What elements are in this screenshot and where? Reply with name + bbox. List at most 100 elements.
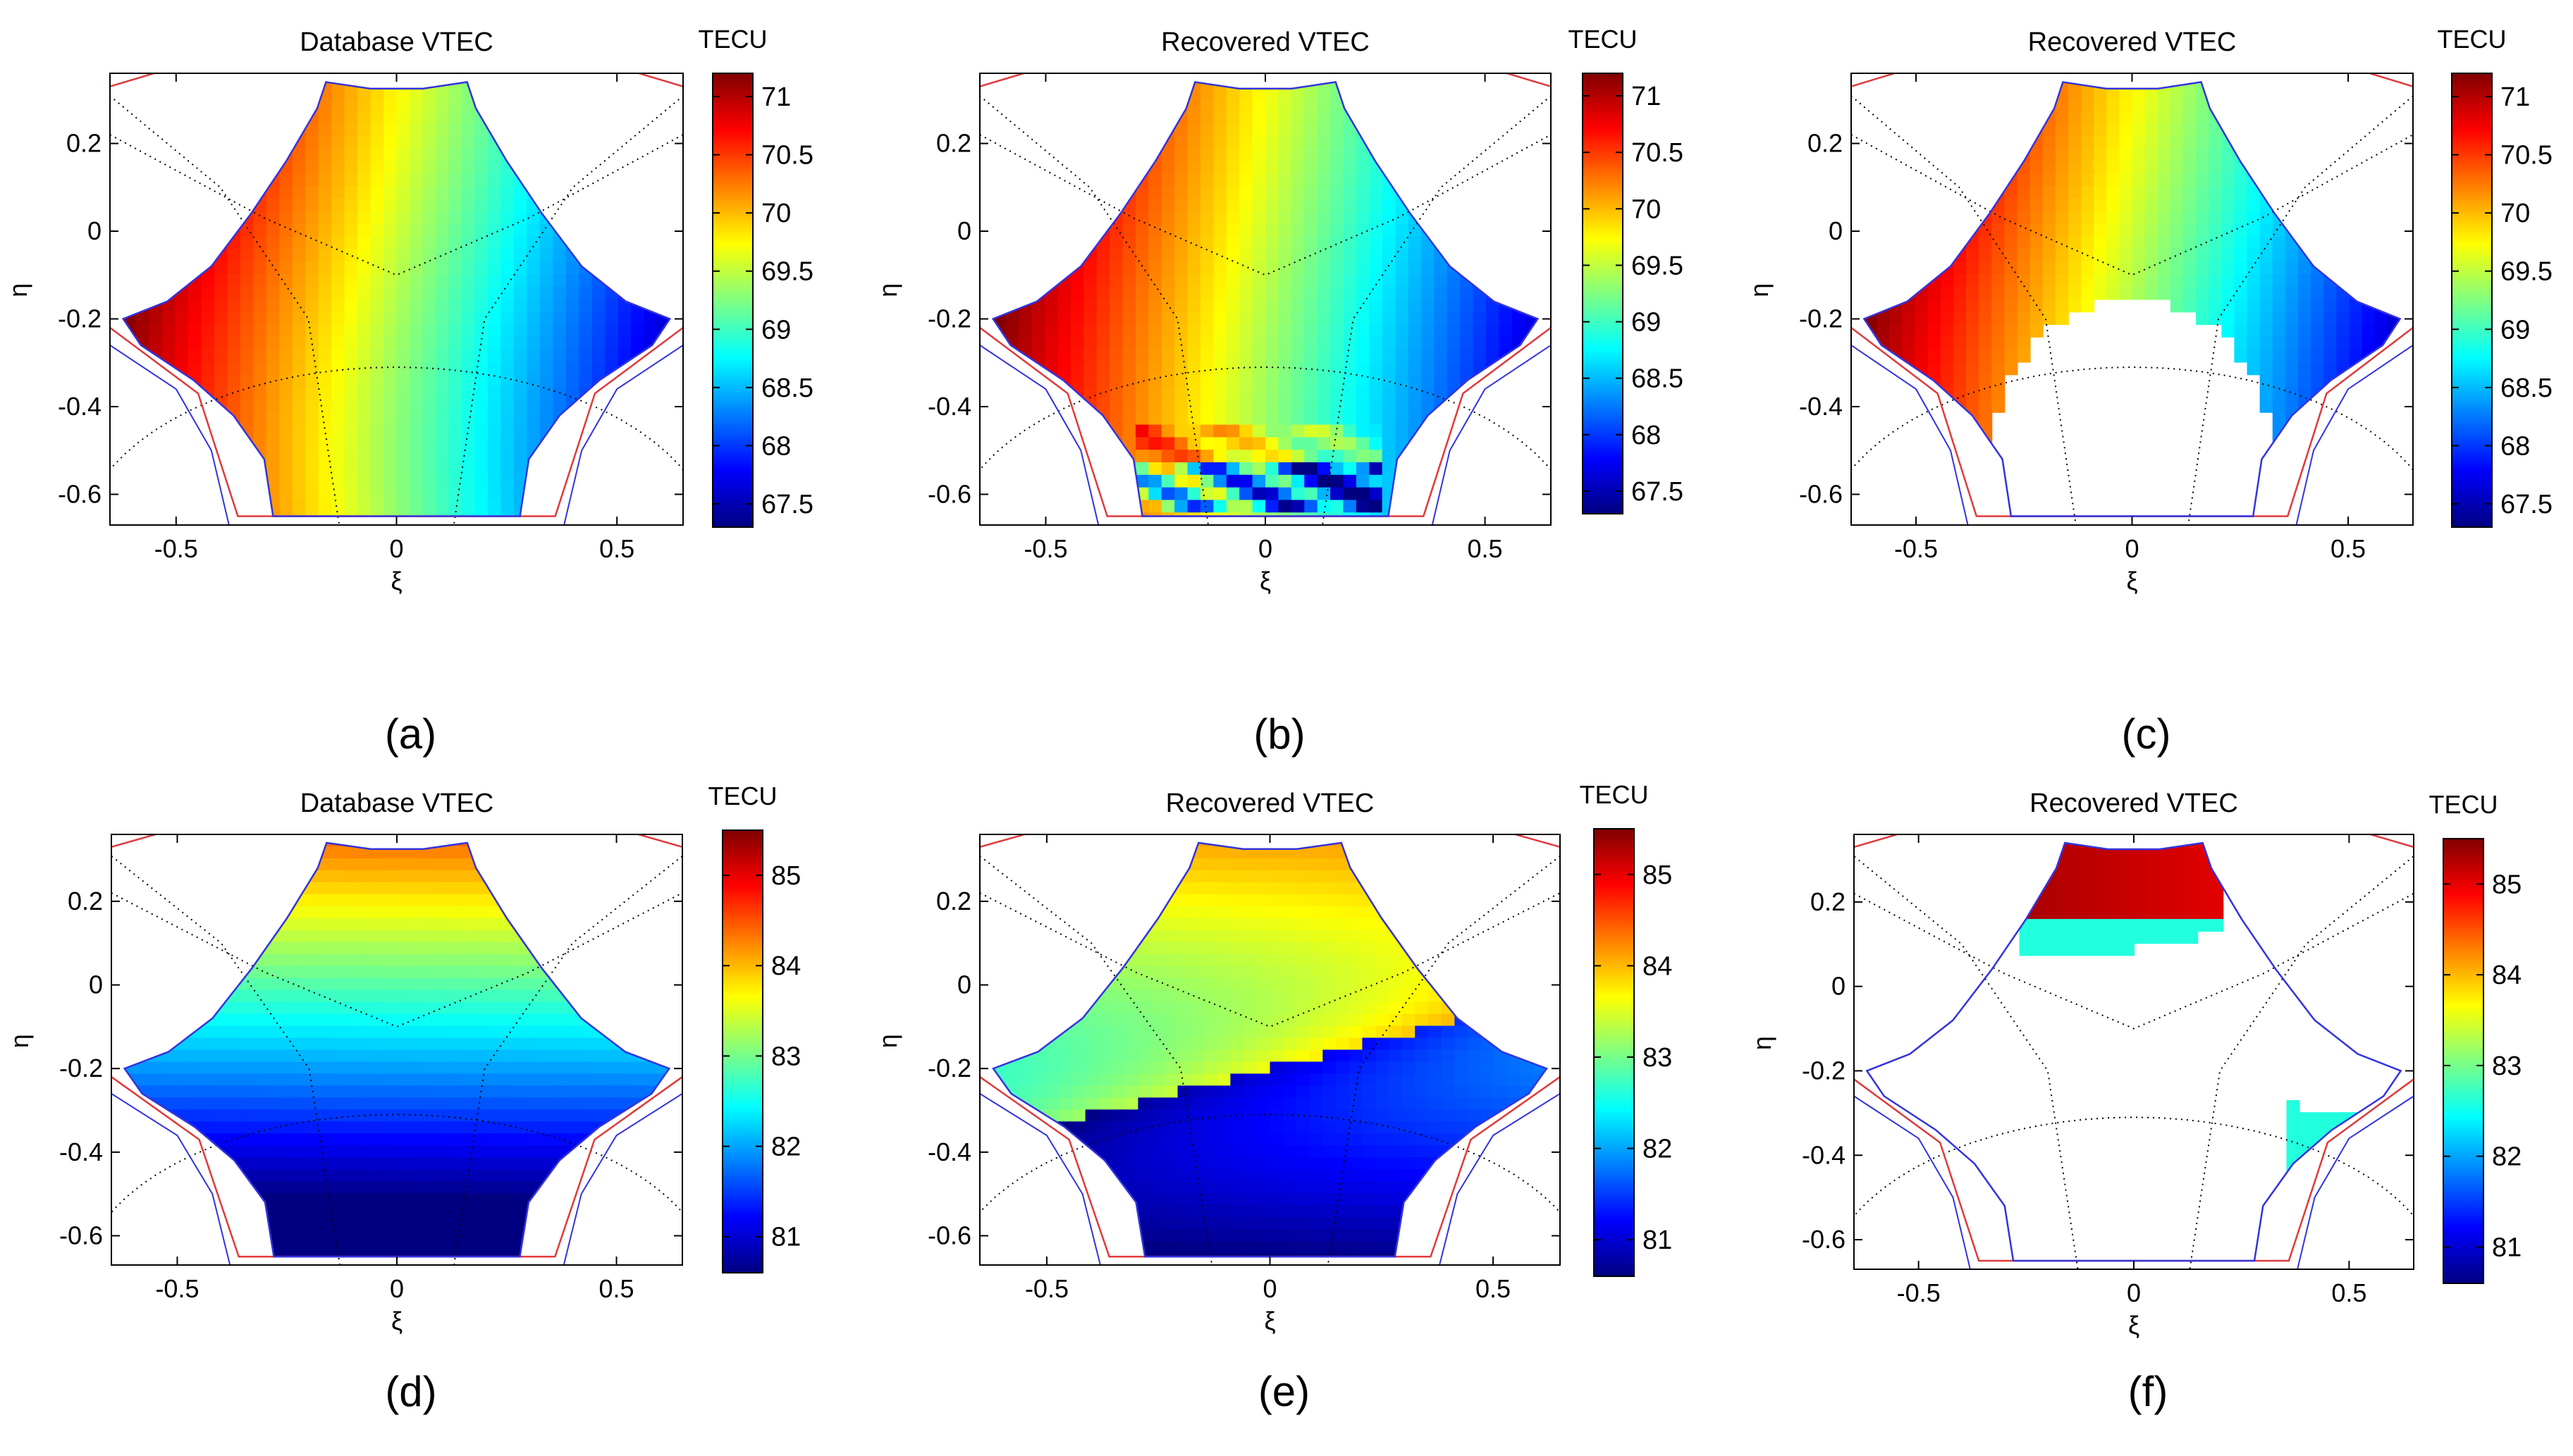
vtec-cell bbox=[201, 273, 215, 288]
colorbar-tick-label: 69.5 bbox=[2500, 257, 2553, 287]
vtec-cell bbox=[1330, 512, 1344, 517]
vtec-cell bbox=[448, 123, 462, 137]
vtec-cell bbox=[1213, 487, 1227, 501]
vtec-cell bbox=[318, 437, 333, 451]
vtec-cell bbox=[2055, 249, 2069, 263]
vtec-cell bbox=[1213, 450, 1227, 463]
vtec-cell bbox=[2081, 136, 2095, 149]
vtec-cell bbox=[2221, 211, 2235, 225]
vtec-cell bbox=[1200, 236, 1215, 250]
vtec-cell bbox=[2029, 173, 2044, 187]
vtec-cell bbox=[2209, 236, 2223, 250]
vtec-cell bbox=[357, 450, 371, 463]
vtec-cell bbox=[1291, 211, 1306, 225]
vtec-cell bbox=[396, 211, 410, 225]
vtec-cell bbox=[1148, 462, 1162, 476]
vtec-cell bbox=[319, 882, 333, 895]
vtec-cell bbox=[2285, 324, 2299, 338]
vtec-cell bbox=[318, 387, 333, 400]
vtec-cell bbox=[448, 918, 463, 931]
vtec-cell bbox=[383, 424, 398, 438]
boundary-line bbox=[1851, 73, 1895, 87]
vtec-cell bbox=[1940, 299, 1954, 313]
vtec-cell bbox=[1940, 362, 1954, 376]
vtec-cell bbox=[422, 846, 437, 859]
vtec-cell bbox=[1057, 336, 1071, 350]
vtec-cell bbox=[2234, 186, 2248, 200]
vtec-cell bbox=[2157, 249, 2171, 263]
vtec-cell bbox=[1252, 311, 1266, 326]
vtec-cell bbox=[1174, 223, 1189, 237]
vtec-cell bbox=[1161, 261, 1176, 275]
vtec-cell bbox=[1369, 273, 1383, 288]
vtec-cell bbox=[513, 374, 528, 388]
vtec-cell bbox=[1343, 450, 1357, 463]
y-tick-label: 0.2 bbox=[66, 129, 102, 158]
vtec-cell bbox=[279, 424, 293, 438]
vtec-cell bbox=[370, 437, 385, 451]
vtec-cell bbox=[2068, 249, 2082, 263]
vtec-cell bbox=[1110, 399, 1124, 413]
vtec-cell bbox=[1966, 249, 1980, 263]
vtec-cell bbox=[1395, 261, 1409, 275]
vtec-cell bbox=[1226, 236, 1241, 250]
vtec-cell bbox=[214, 336, 228, 350]
vtec-cell bbox=[1187, 148, 1201, 162]
vtec-cell bbox=[2297, 311, 2312, 326]
vtec-cell bbox=[2119, 148, 2133, 162]
vtec-cell bbox=[318, 349, 333, 363]
vtec-cell bbox=[1434, 349, 1448, 363]
vtec-cell bbox=[1940, 336, 1954, 350]
vtec-cell bbox=[422, 98, 436, 112]
vtec-cell bbox=[1213, 249, 1227, 263]
vtec-cell bbox=[591, 336, 606, 350]
vtec-cell bbox=[1499, 311, 1513, 326]
vtec-cell bbox=[344, 85, 359, 99]
vtec-cell bbox=[539, 261, 554, 275]
vtec-cell bbox=[1135, 362, 1150, 376]
vtec-cell bbox=[474, 362, 489, 376]
vtec-cell bbox=[1252, 148, 1266, 162]
vtec-cell bbox=[1369, 462, 1383, 476]
vtec-cell bbox=[2081, 148, 2095, 162]
vtec-cell bbox=[1485, 311, 1500, 326]
vtec-cell bbox=[1213, 223, 1227, 237]
vtec-cell bbox=[397, 882, 411, 895]
vtec-cell bbox=[2285, 349, 2299, 363]
vtec-cell bbox=[383, 311, 398, 326]
vtec-cell bbox=[2132, 136, 2146, 149]
vtec-cell bbox=[1213, 399, 1227, 413]
vtec-cell bbox=[2119, 199, 2133, 212]
vtec-cell bbox=[1343, 273, 1357, 288]
vtec-cell bbox=[2094, 161, 2108, 175]
vtec-cell bbox=[501, 336, 515, 350]
vtec-cell bbox=[409, 136, 424, 149]
vtec-cell bbox=[1291, 85, 1306, 99]
vtec-cell bbox=[422, 858, 437, 871]
vtec-cell bbox=[292, 311, 307, 326]
vtec-cell bbox=[527, 399, 541, 413]
vtec-cell bbox=[409, 462, 424, 476]
vtec-cell bbox=[240, 324, 254, 338]
vtec-cell bbox=[422, 882, 437, 895]
vtec-cell bbox=[1265, 324, 1279, 338]
vtec-cell bbox=[1045, 299, 1059, 313]
vtec-cell bbox=[357, 123, 371, 137]
vtec-cell bbox=[409, 286, 424, 300]
vtec-cell bbox=[409, 512, 424, 517]
vtec-cell bbox=[435, 412, 450, 426]
vtec-cell bbox=[2362, 336, 2376, 350]
vtec-cell bbox=[1304, 98, 1318, 112]
vtec-cell bbox=[370, 148, 385, 162]
vtec-cell bbox=[344, 236, 359, 250]
vtec-cell bbox=[135, 311, 150, 326]
vtec-cell bbox=[1226, 424, 1241, 438]
vtec-cell bbox=[1226, 261, 1241, 275]
vtec-cell bbox=[448, 462, 462, 476]
vtec-cell bbox=[422, 199, 436, 212]
vtec-cell bbox=[410, 894, 424, 907]
vtec-cell bbox=[1915, 299, 1929, 313]
vtec-cell bbox=[1278, 98, 1292, 112]
vtec-cell bbox=[1278, 362, 1292, 376]
vtec-cell bbox=[344, 299, 359, 313]
